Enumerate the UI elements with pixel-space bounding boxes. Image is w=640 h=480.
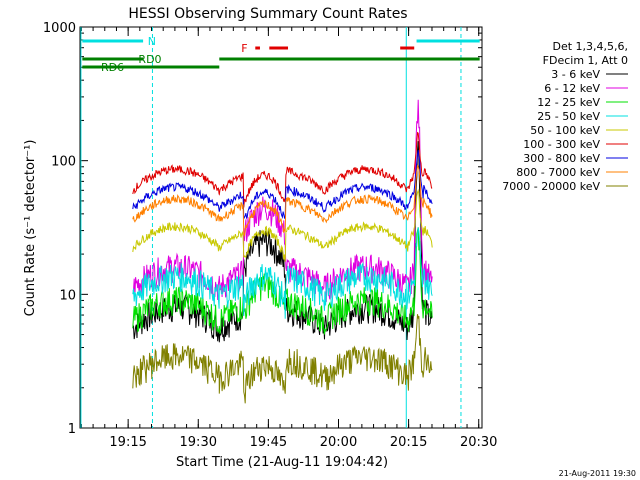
y-tick-label: 1000 bbox=[43, 21, 76, 36]
x-tick-label: 19:45 bbox=[250, 435, 287, 450]
chart-title: HESSI Observing Summary Count Rates bbox=[128, 6, 407, 22]
legend-label: 6 - 12 keV bbox=[544, 82, 600, 95]
x-tick-label: 20:00 bbox=[320, 435, 357, 450]
legend-header: Det 1,3,4,5,6, bbox=[552, 40, 628, 53]
legend-label: 100 - 300 keV bbox=[523, 138, 600, 151]
y-axis-label: Count Rate (s⁻¹ detector⁻¹) bbox=[23, 140, 38, 317]
legend-label: 300 - 800 keV bbox=[523, 152, 600, 165]
x-tick-label: 19:15 bbox=[109, 435, 146, 450]
legend-header: FDecim 1, Att 0 bbox=[543, 54, 628, 67]
x-tick-label: 20:30 bbox=[460, 435, 497, 450]
series-line bbox=[132, 188, 433, 262]
series-line bbox=[132, 165, 433, 237]
x-tick-label: 20:15 bbox=[390, 435, 427, 450]
series-line bbox=[132, 150, 433, 220]
footer-timestamp: 21-Aug-2011 19:30 bbox=[559, 469, 636, 478]
y-tick-label: 1 bbox=[68, 422, 76, 437]
legend-label: 50 - 100 keV bbox=[530, 124, 600, 137]
x-tick-label: 19:30 bbox=[180, 435, 217, 450]
series-line bbox=[132, 314, 433, 404]
annotation-label: RD0 bbox=[138, 53, 161, 66]
legend-label: 3 - 6 keV bbox=[551, 68, 600, 81]
legend-label: 25 - 50 keV bbox=[537, 110, 600, 123]
x-axis-label: Start Time (21-Aug-11 19:04:42) bbox=[176, 455, 388, 470]
series-line bbox=[132, 131, 433, 208]
annotation-label: RD6 bbox=[101, 61, 124, 74]
series-line bbox=[132, 141, 433, 343]
legend-label: 800 - 7000 keV bbox=[516, 166, 600, 179]
annotation-label: F bbox=[241, 42, 247, 55]
series-line bbox=[132, 227, 433, 319]
annotation-label: N bbox=[148, 35, 156, 48]
legend-label: 7000 - 20000 keV bbox=[502, 180, 600, 193]
y-tick-label: 10 bbox=[59, 288, 76, 303]
y-tick-label: 100 bbox=[51, 155, 76, 170]
plot-frame bbox=[79, 26, 483, 429]
legend-label: 12 - 25 keV bbox=[537, 96, 600, 109]
